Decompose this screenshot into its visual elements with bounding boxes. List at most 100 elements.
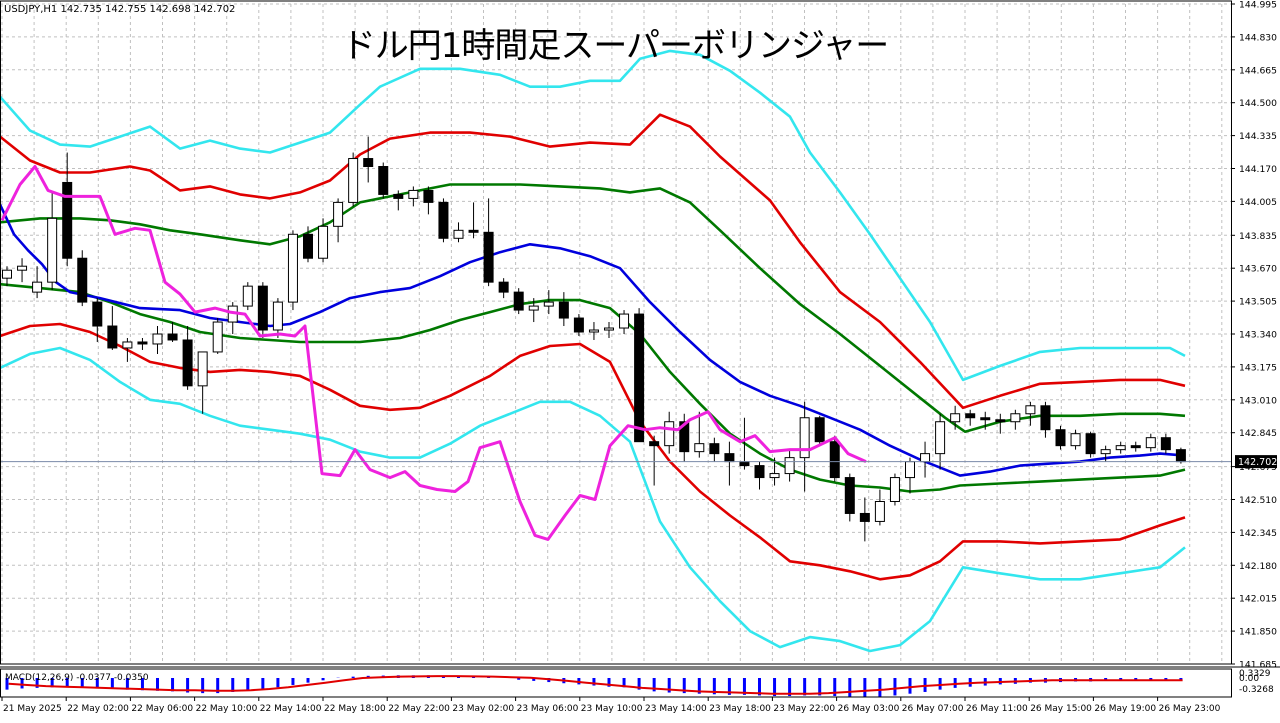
- current-price-tag: 142.702: [1235, 455, 1277, 469]
- y-tick-label: 142.510: [1239, 495, 1277, 506]
- candle-body: [950, 413, 961, 423]
- macd-tick-label: -0.3268: [1239, 685, 1274, 695]
- x-tick-label: 26 May 11:00: [966, 704, 1028, 714]
- candle-body: [1145, 437, 1156, 449]
- band-upper-3sigma: [0, 49, 1186, 382]
- y-tick-label: 144.335: [1239, 131, 1277, 142]
- candle-body: [920, 453, 931, 463]
- x-tick-label: 26 May 07:00: [902, 704, 964, 714]
- candle-body: [32, 281, 43, 293]
- candle-body: [1115, 445, 1126, 451]
- candle-body: [242, 285, 253, 307]
- candle-body: [724, 453, 735, 463]
- y-tick-label: 144.005: [1239, 197, 1277, 208]
- candle-body: [799, 417, 810, 459]
- band-lower-3sigma: [0, 346, 1186, 653]
- x-tick-label: 23 May 14:00: [645, 704, 707, 714]
- y-tick-label: 142.015: [1239, 594, 1277, 605]
- candle-body: [287, 233, 298, 303]
- candle-body: [453, 229, 464, 239]
- y-tick-label: 144.830: [1239, 32, 1277, 43]
- candle-body: [107, 325, 118, 349]
- candle-body: [272, 301, 283, 331]
- y-tick-label: 143.505: [1239, 297, 1277, 308]
- candle-body: [2, 269, 12, 279]
- x-tick-label: 26 May 15:00: [1030, 704, 1092, 714]
- candle-body: [619, 313, 630, 329]
- candle-body: [257, 285, 268, 331]
- candle-body: [1100, 449, 1111, 455]
- candle-body: [754, 465, 765, 479]
- y-tick-label: 144.995: [1239, 0, 1277, 11]
- candle-body: [829, 441, 840, 479]
- macd-frame: [0, 668, 1232, 698]
- candle-body: [1040, 405, 1051, 431]
- candle-body: [62, 181, 73, 259]
- candle-body: [1175, 449, 1186, 463]
- y-tick-label: 144.665: [1239, 65, 1277, 76]
- macd-signal-line: [8, 675, 1183, 695]
- x-tick-label: 26 May 19:00: [1094, 704, 1156, 714]
- band-upper-1sigma: [0, 183, 1186, 434]
- candle-body: [423, 189, 434, 203]
- candle-body: [197, 351, 208, 387]
- candle-body: [844, 477, 855, 514]
- candle-body: [679, 421, 690, 453]
- candle-body: [935, 421, 946, 455]
- y-tick-label: 141.850: [1239, 627, 1277, 638]
- x-tick-label: 22 May 18:00: [324, 704, 386, 714]
- candles: [2, 136, 1186, 542]
- band-upper-2sigma: [0, 113, 1186, 410]
- candle-body: [588, 329, 599, 333]
- candle-body: [1055, 429, 1066, 447]
- y-tick-label: 144.500: [1239, 98, 1277, 109]
- y-tick-label: 144.170: [1239, 164, 1277, 175]
- candle-body: [152, 333, 163, 345]
- candle-body: [769, 473, 780, 479]
- candle-body: [513, 291, 524, 311]
- x-tick-label: 22 May 22:00: [388, 704, 450, 714]
- macd-tick-label: 0.00: [1239, 674, 1259, 684]
- candle-body: [664, 421, 675, 447]
- lagging-line: [0, 165, 867, 541]
- axes: [0, 0, 1280, 698]
- candle-body: [333, 201, 344, 227]
- candle-body: [634, 313, 645, 443]
- candle-body: [649, 441, 660, 447]
- y-tick-label: 142.345: [1239, 528, 1277, 539]
- candle-body: [558, 301, 569, 319]
- y-tick-label: 143.670: [1239, 264, 1277, 275]
- candle-body: [694, 443, 705, 453]
- candle-body: [859, 512, 870, 522]
- y-tick-label: 143.175: [1239, 362, 1277, 373]
- candle-body: [122, 341, 133, 349]
- candle-body: [604, 327, 614, 331]
- y-tick-label: 142.180: [1239, 561, 1277, 572]
- candle-body: [814, 417, 825, 443]
- candle-body: [483, 231, 494, 283]
- candle-body: [438, 201, 449, 239]
- candle-body: [1160, 437, 1171, 451]
- candle-body: [528, 305, 539, 311]
- candle-body: [1010, 413, 1021, 423]
- candle-body: [77, 257, 88, 303]
- x-tick-label: 22 May 14:00: [260, 704, 322, 714]
- y-tick-label: 143.340: [1239, 330, 1277, 341]
- macd-subwindow: [5, 675, 1183, 698]
- band-lower-1sigma: [0, 282, 1186, 493]
- candle-body: [468, 229, 479, 233]
- candle-body: [874, 500, 885, 522]
- candle-body: [167, 333, 178, 341]
- candle-body: [363, 158, 374, 168]
- candle-body: [1085, 433, 1096, 455]
- candle-body: [905, 461, 915, 479]
- x-tick-label: 26 May 23:00: [1159, 704, 1221, 714]
- candle-body: [318, 225, 329, 259]
- lagging-span: [0, 165, 867, 541]
- symbol-info: USDJPY,H1 142.735 142.755 142.698 142.70…: [4, 4, 236, 15]
- candle-body: [498, 281, 509, 293]
- candle-body: [47, 217, 58, 283]
- y-tick-label: 143.010: [1239, 395, 1277, 406]
